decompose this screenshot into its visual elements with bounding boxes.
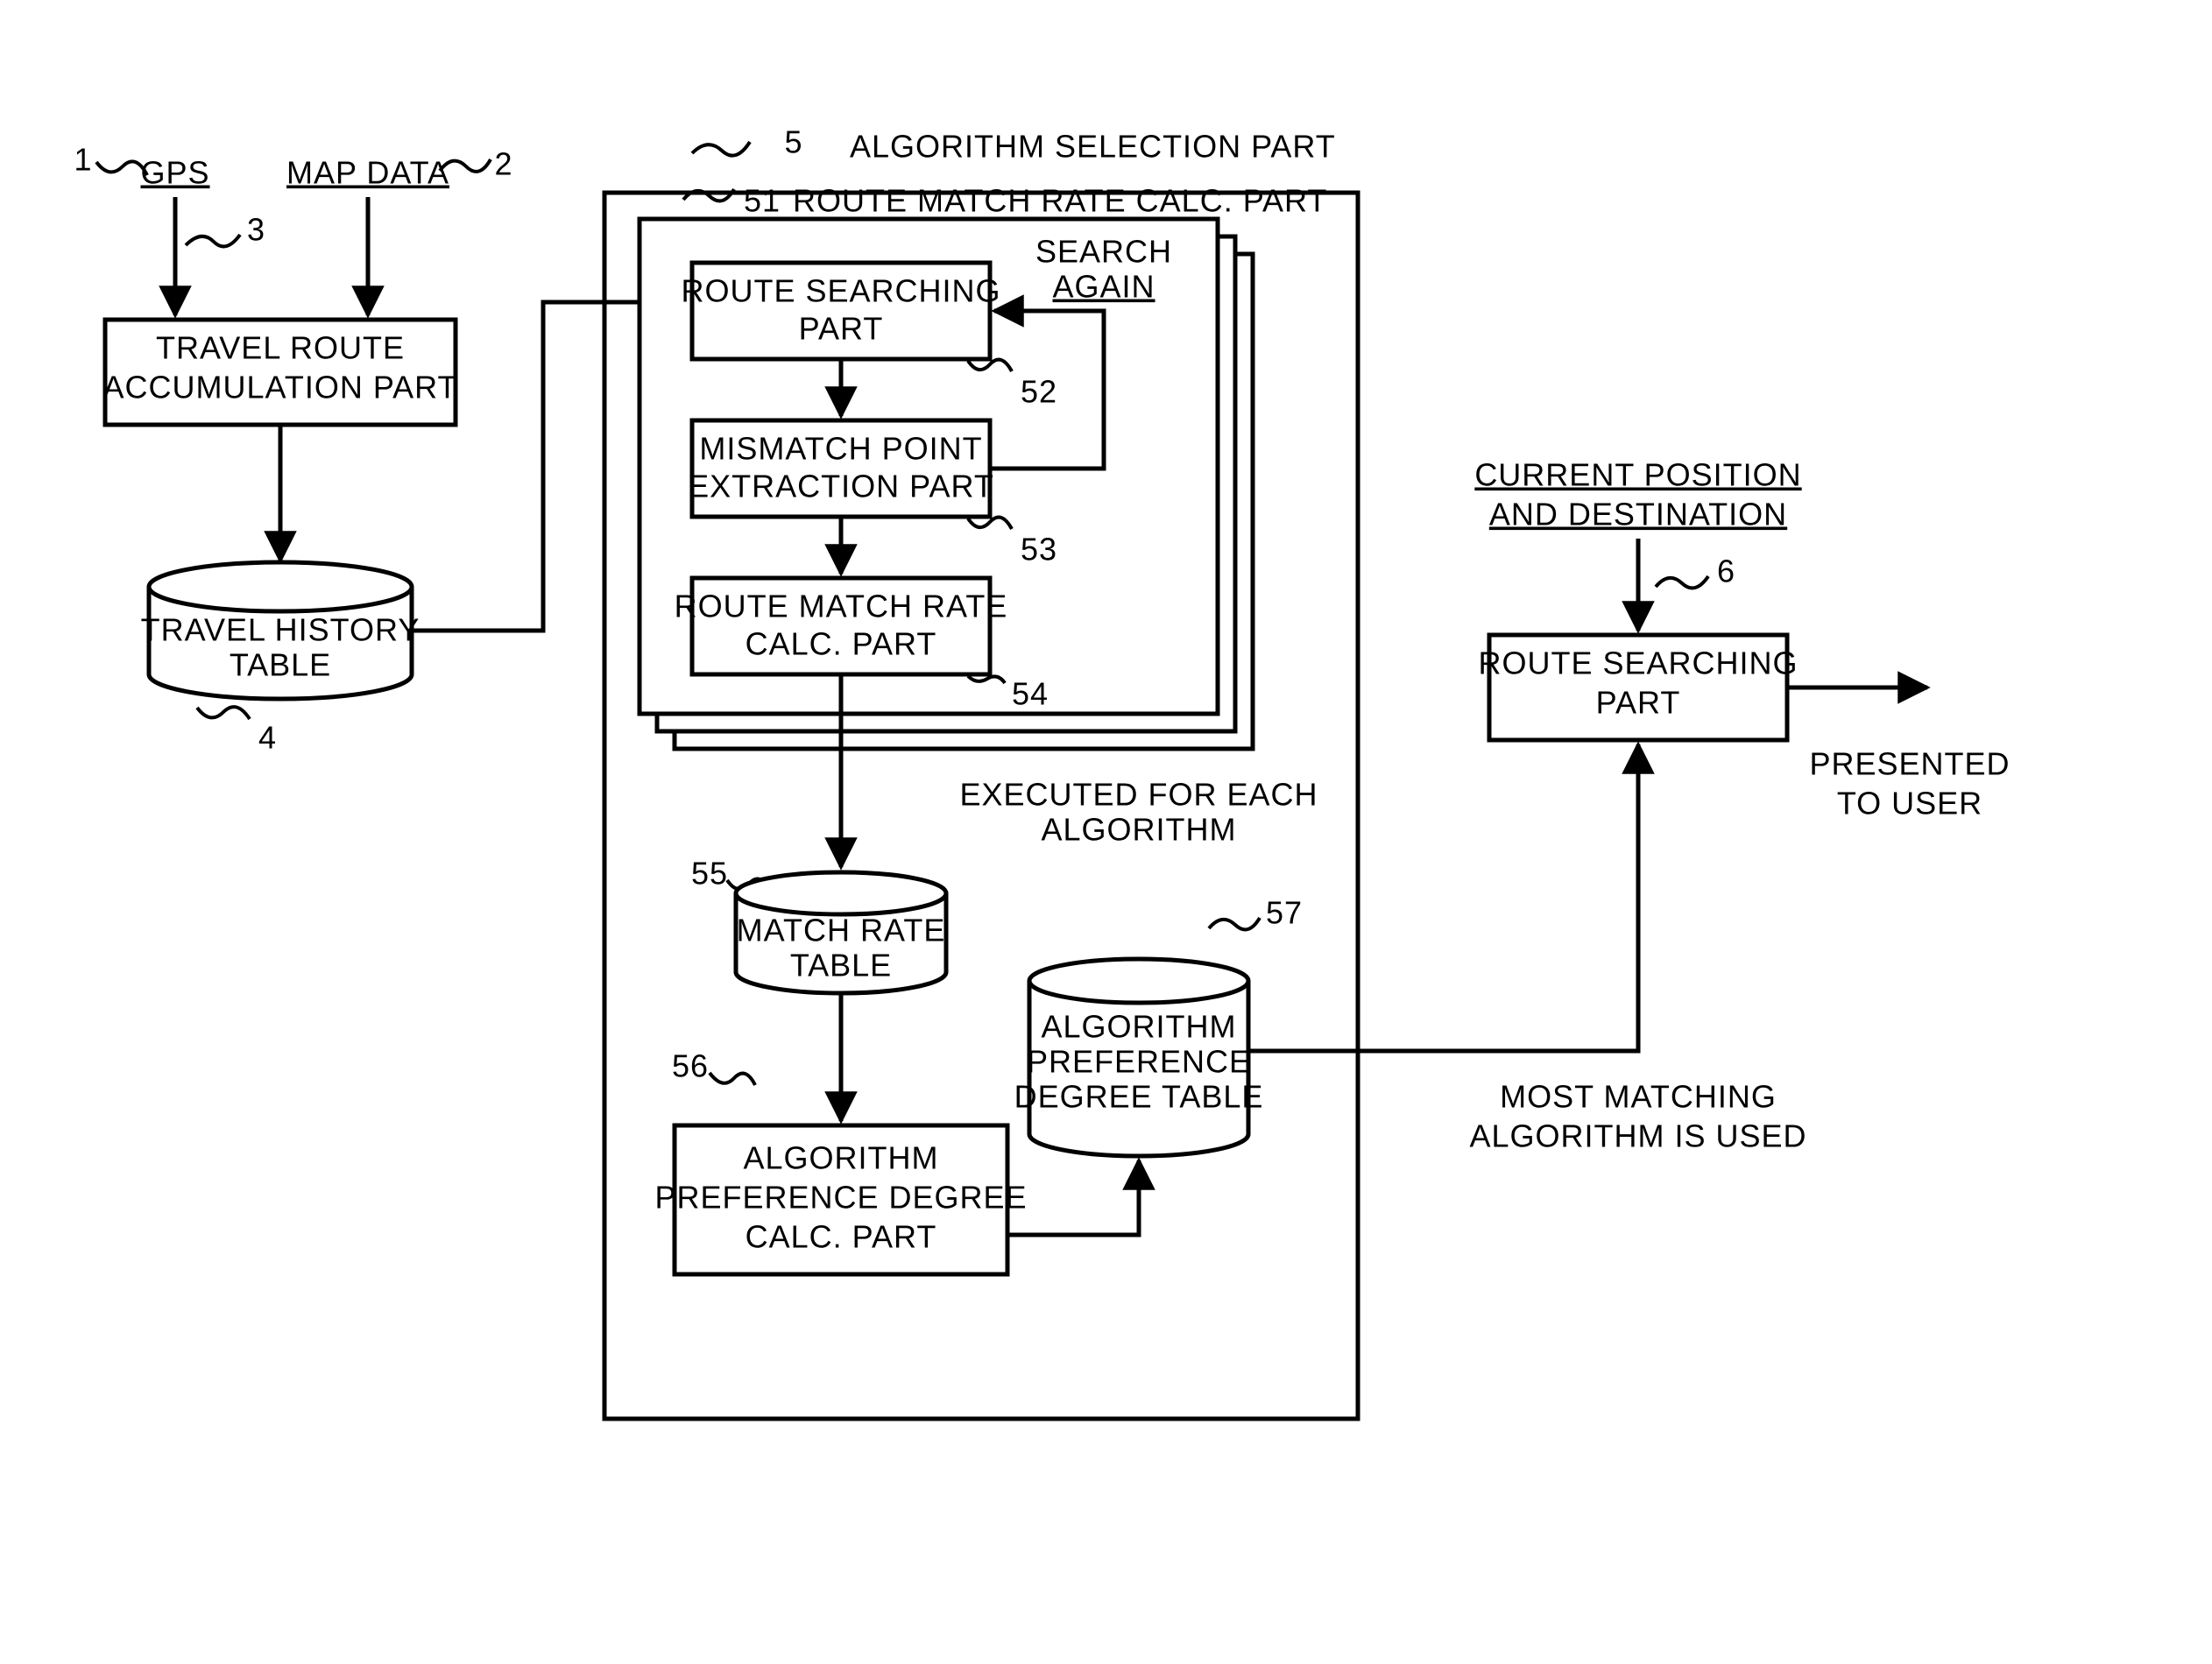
rmr-54-l2: CALC. PART <box>746 626 937 662</box>
pref-calc-l1: ALGORITHM <box>743 1140 938 1176</box>
leader-5 <box>692 142 750 156</box>
pref-table-l1: ALGORITHM <box>1041 1009 1236 1045</box>
match-rate-l2: TABLE <box>790 948 892 984</box>
ref-4: 4 <box>258 720 277 756</box>
travel-route-accum-l2: ACCUMULATION PART <box>102 370 457 405</box>
travel-history-l1: TRAVEL HISTORY <box>141 612 420 648</box>
ref-1: 1 <box>74 142 92 178</box>
pref-calc-l3: CALC. PART <box>746 1219 937 1255</box>
ref-52: 52 <box>1021 374 1057 410</box>
ref-2: 2 <box>494 146 512 182</box>
leader-3 <box>186 235 240 246</box>
ref-57: 57 <box>1266 895 1303 931</box>
gps-label: GPS <box>140 155 209 191</box>
ref-56: 56 <box>672 1048 709 1084</box>
current-pos-l2: AND DESTINATION <box>1489 497 1787 532</box>
ref-54: 54 <box>1012 676 1049 712</box>
exec-each-l1: EXECUTED FOR EACH <box>959 777 1318 813</box>
presented-l1: PRESENTED <box>1809 746 2010 782</box>
current-pos-l1: CURRENT POSITION <box>1474 457 1801 493</box>
algo-selection-title: ALGORITHM SELECTION PART <box>850 129 1336 165</box>
travel-route-accum-l1: TRAVEL ROUTE <box>156 330 405 366</box>
search-again-l1: SEARCH <box>1035 234 1172 270</box>
pref-calc-l2: PREFERENCE DEGREE <box>654 1180 1027 1216</box>
exec-each-l2: ALGORITHM <box>1041 812 1236 848</box>
leader-6 <box>1656 576 1708 588</box>
map-data-label: MAP DATA <box>286 155 449 191</box>
route-searching-6-l2: PART <box>1596 685 1681 721</box>
pref-table-l3: DEGREE TABLE <box>1014 1079 1264 1115</box>
ref-6: 6 <box>1717 553 1735 589</box>
leader-4 <box>197 707 250 719</box>
ref-5: 5 <box>784 124 802 160</box>
route-searching-6-l1: ROUTE SEARCHING <box>1478 645 1798 681</box>
route-searching-52-l2: PART <box>799 311 884 347</box>
ref-55: 55 <box>691 856 728 892</box>
leader-1 <box>96 161 147 175</box>
ref-53: 53 <box>1021 532 1057 568</box>
most-match-l1: MOST MATCHING <box>1500 1079 1777 1115</box>
route-match-calc-title: ROUTE MATCH RATE CALC. PART <box>793 183 1327 219</box>
most-match-l2: ALGORITHM IS USED <box>1469 1118 1806 1154</box>
pref-table-l2: PREFERENCE <box>1027 1044 1251 1080</box>
rmr-54-l1: ROUTE MATCH RATE <box>675 589 1008 624</box>
mismatch-53-l2: EXTRACTION PART <box>688 469 994 504</box>
presented-l2: TO USER <box>1837 786 1982 821</box>
leader-57 <box>1209 918 1260 929</box>
route-searching-52-l1: ROUTE SEARCHING <box>681 273 1000 309</box>
ref-51: 51 <box>744 183 781 219</box>
search-again-l2: AGAIN <box>1052 269 1155 305</box>
mismatch-53-l1: MISMATCH POINT <box>699 431 982 467</box>
ref-3: 3 <box>247 212 265 248</box>
match-rate-l1: MATCH RATE <box>737 913 946 948</box>
travel-history-l2: TABLE <box>230 647 331 683</box>
leader-56 <box>710 1073 755 1085</box>
